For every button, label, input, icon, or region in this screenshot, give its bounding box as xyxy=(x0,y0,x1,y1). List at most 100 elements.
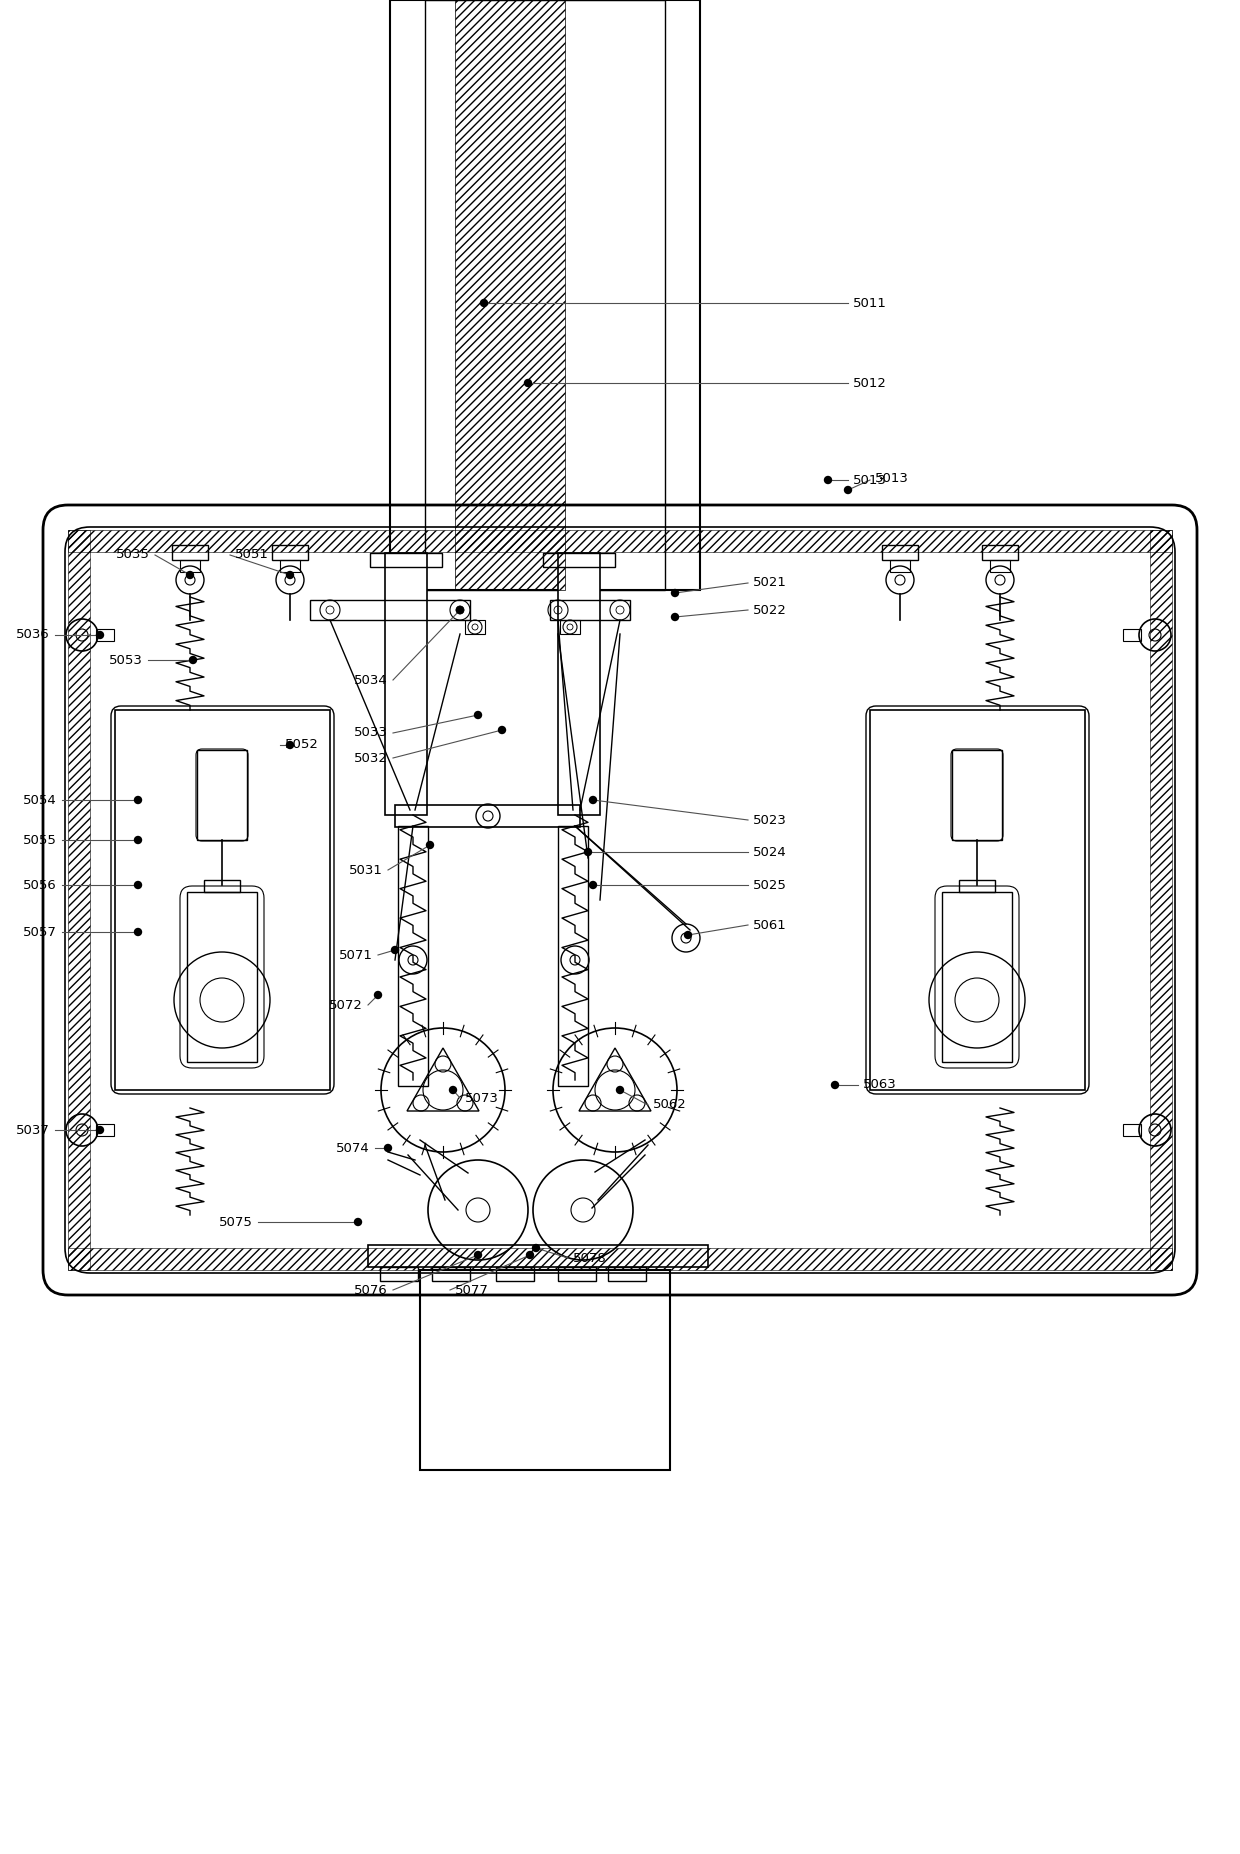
Bar xyxy=(952,751,1002,840)
Bar xyxy=(543,552,615,567)
Circle shape xyxy=(584,849,591,855)
Bar xyxy=(391,0,701,590)
Text: 5036: 5036 xyxy=(16,629,50,641)
Bar xyxy=(68,530,1172,552)
Text: 5051: 5051 xyxy=(236,549,269,562)
Circle shape xyxy=(97,632,103,638)
Circle shape xyxy=(449,1086,456,1094)
Text: 5025: 5025 xyxy=(753,879,787,892)
Bar xyxy=(608,1266,646,1281)
Text: 5077: 5077 xyxy=(455,1283,489,1296)
Circle shape xyxy=(825,476,832,484)
Circle shape xyxy=(475,1251,481,1259)
Bar xyxy=(890,560,910,573)
Text: 5013: 5013 xyxy=(875,471,909,484)
Text: 5055: 5055 xyxy=(24,834,57,847)
Text: 5033: 5033 xyxy=(355,727,388,740)
Circle shape xyxy=(190,656,196,664)
Bar xyxy=(310,601,470,619)
Bar xyxy=(990,560,1011,573)
Bar xyxy=(558,827,588,1086)
Circle shape xyxy=(616,1086,624,1094)
Bar xyxy=(1149,530,1172,1270)
Text: 5073: 5073 xyxy=(465,1092,498,1105)
Circle shape xyxy=(589,797,596,803)
Bar xyxy=(379,1266,418,1281)
Bar xyxy=(870,710,1085,1090)
Text: 5023: 5023 xyxy=(753,814,787,827)
Bar xyxy=(398,827,428,1086)
Text: 5037: 5037 xyxy=(16,1124,50,1137)
Circle shape xyxy=(527,1251,533,1259)
Bar xyxy=(942,892,1012,1062)
Text: 5072: 5072 xyxy=(329,999,363,1012)
Text: 5012: 5012 xyxy=(853,376,887,389)
Circle shape xyxy=(186,571,193,578)
Circle shape xyxy=(134,836,141,844)
Circle shape xyxy=(844,486,852,493)
Circle shape xyxy=(456,606,464,614)
Text: 5062: 5062 xyxy=(653,1099,687,1112)
Bar xyxy=(982,545,1018,560)
Text: 5013: 5013 xyxy=(853,473,887,486)
Bar xyxy=(420,1270,670,1470)
Text: 5056: 5056 xyxy=(24,879,57,892)
Circle shape xyxy=(481,300,487,306)
Bar xyxy=(180,560,200,573)
Bar xyxy=(197,751,247,840)
Text: 5034: 5034 xyxy=(355,673,388,686)
Circle shape xyxy=(832,1081,838,1088)
Circle shape xyxy=(392,947,398,953)
Bar xyxy=(384,552,427,816)
Circle shape xyxy=(134,797,141,803)
Text: 5078: 5078 xyxy=(573,1251,606,1264)
Text: 5022: 5022 xyxy=(753,604,787,617)
Bar xyxy=(959,881,994,892)
Circle shape xyxy=(355,1218,362,1225)
Bar xyxy=(95,1124,114,1137)
Text: 5075: 5075 xyxy=(219,1216,253,1229)
Bar xyxy=(496,1266,534,1281)
Text: 5032: 5032 xyxy=(355,751,388,764)
Bar xyxy=(272,545,308,560)
Circle shape xyxy=(498,727,506,734)
Bar xyxy=(558,1266,596,1281)
Bar xyxy=(187,892,257,1062)
Circle shape xyxy=(427,842,434,849)
Circle shape xyxy=(684,931,692,938)
Bar xyxy=(558,552,600,816)
Bar xyxy=(560,619,580,634)
Bar xyxy=(551,601,630,619)
Bar xyxy=(172,545,208,560)
Text: 5021: 5021 xyxy=(753,577,787,590)
Bar xyxy=(280,560,300,573)
Text: 5076: 5076 xyxy=(355,1283,388,1296)
Bar xyxy=(465,619,485,634)
Bar xyxy=(368,1246,708,1266)
Text: 5053: 5053 xyxy=(109,653,143,666)
Bar xyxy=(68,1248,1172,1270)
Circle shape xyxy=(134,881,141,888)
Bar xyxy=(455,0,565,590)
Circle shape xyxy=(672,614,678,621)
Circle shape xyxy=(374,992,382,999)
Text: 5035: 5035 xyxy=(117,549,150,562)
Bar xyxy=(1123,629,1141,641)
Text: 5031: 5031 xyxy=(350,864,383,877)
Text: 5057: 5057 xyxy=(24,925,57,938)
Bar xyxy=(370,552,441,567)
Circle shape xyxy=(525,380,532,386)
Circle shape xyxy=(286,742,294,749)
Text: 5054: 5054 xyxy=(24,794,57,806)
Circle shape xyxy=(475,712,481,719)
Bar xyxy=(432,1266,470,1281)
Circle shape xyxy=(97,1127,103,1133)
Text: 5052: 5052 xyxy=(285,738,319,751)
Bar xyxy=(882,545,918,560)
Circle shape xyxy=(672,590,678,597)
Circle shape xyxy=(384,1144,392,1151)
Bar xyxy=(68,530,91,1270)
Bar xyxy=(205,881,241,892)
Circle shape xyxy=(134,929,141,936)
Text: 5063: 5063 xyxy=(863,1079,897,1092)
